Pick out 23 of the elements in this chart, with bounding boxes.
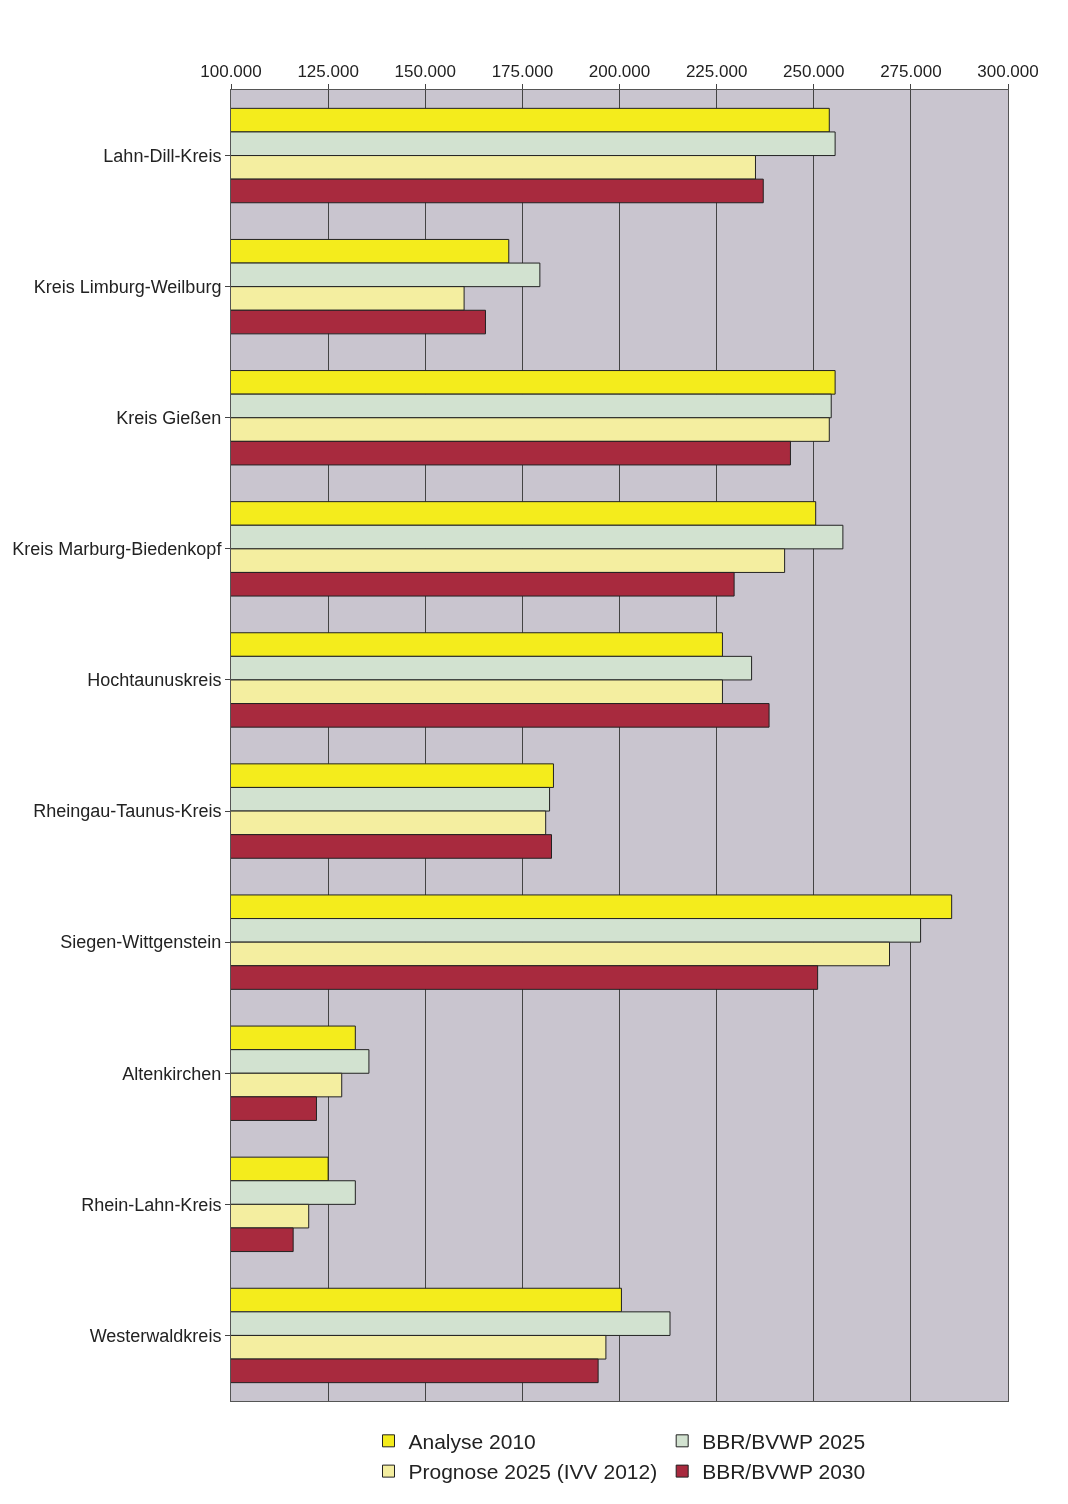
x-tick-label: 300.000 [977, 62, 1039, 82]
x-tick-label: 275.000 [880, 62, 942, 82]
y-tick-label: Siegen-Wittgenstein [60, 932, 222, 953]
x-tick-label: 125.000 [297, 62, 359, 82]
legend-label: Prognose 2025 (IVV 2012) [408, 1460, 658, 1484]
x-tick-label: 150.000 [394, 62, 456, 82]
x-tick-label: 100.000 [200, 62, 262, 82]
y-tick-label: Rhein-Lahn-Kreis [81, 1194, 222, 1215]
y-tick-label: Kreis Marburg-Biedenkopf [12, 539, 223, 560]
y-tick-label: Hochtaunuskreis [87, 670, 222, 691]
x-tick-label: 200.000 [588, 62, 651, 82]
legend-label: BBR/BVWP 2030 [702, 1460, 866, 1484]
y-tick-label: Lahn-Dill-Kreis [103, 145, 222, 166]
x-tick-label: 225.000 [685, 62, 748, 82]
y-tick-label: Altenkirchen [122, 1063, 222, 1084]
x-tick-label: 250.000 [783, 62, 845, 82]
y-tick-label: Kreis Gießen [116, 408, 222, 429]
y-tick-label: Westerwaldkreis [89, 1325, 222, 1346]
legend-label: BBR/BVWP 2025 [702, 1430, 866, 1454]
x-tick-label: 175.000 [491, 62, 554, 82]
y-tick-label: Kreis Limburg-Weilburg [33, 276, 222, 297]
y-tick-label: Rheingau-Taunus-Kreis [33, 801, 222, 822]
legend-label: Analyse 2010 [408, 1430, 536, 1454]
